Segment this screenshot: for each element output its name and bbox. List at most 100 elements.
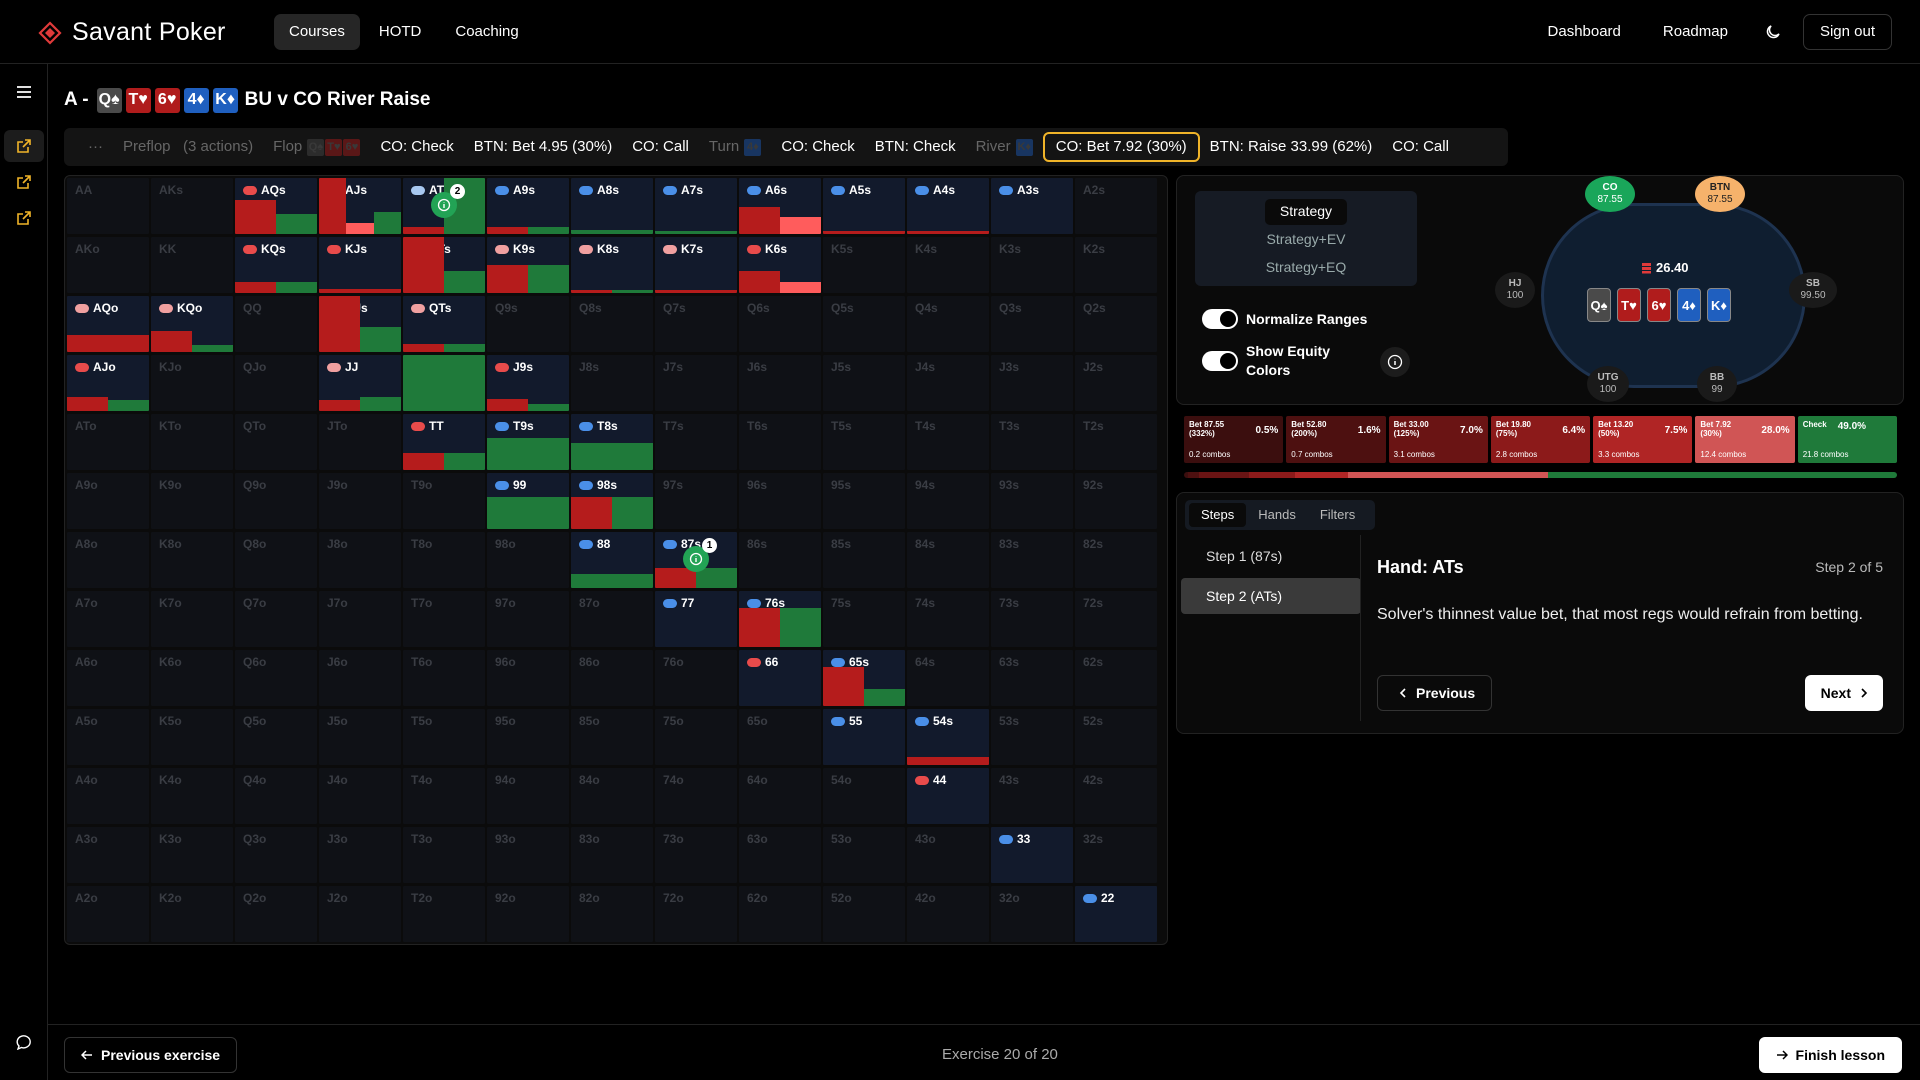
hand-cell-T3o[interactable]: T3o	[403, 827, 485, 883]
river-action-co-call[interactable]: CO: Call	[1392, 138, 1449, 155]
hand-cell-KK[interactable]: KK	[151, 237, 233, 293]
collapse-ellipsis[interactable]: ···	[88, 138, 103, 155]
flop-action-btn-bet[interactable]: BTN: Bet 4.95 (30%)	[473, 138, 613, 155]
hand-cell-A4s[interactable]: A4s	[907, 178, 989, 234]
hand-cell-84s[interactable]: 84s	[907, 532, 989, 588]
hand-cell-T7o[interactable]: T7o	[403, 591, 485, 647]
hand-cell-93s[interactable]: 93s	[991, 473, 1073, 529]
hand-cell-TT[interactable]: TT	[403, 414, 485, 470]
nav-coaching[interactable]: Coaching	[455, 23, 519, 40]
brand-logo[interactable]: Savant Poker	[38, 18, 226, 47]
hand-cell-Q5s[interactable]: Q5s	[823, 296, 905, 352]
hand-cell-A7s[interactable]: A7s	[655, 178, 737, 234]
hand-cell-T9s[interactable]: T9s	[487, 414, 569, 470]
hand-cell-K8o[interactable]: K8o	[151, 532, 233, 588]
hand-cell-J9o[interactable]: J9o	[319, 473, 401, 529]
hand-cell-Q4s[interactable]: Q4s	[907, 296, 989, 352]
step-marker-icon[interactable]: 2	[431, 184, 465, 218]
sidebar-lesson-link-icon[interactable]	[4, 130, 44, 162]
hand-cell-64s[interactable]: 64s	[907, 650, 989, 706]
hand-cell-K6o[interactable]: K6o	[151, 650, 233, 706]
hand-cell-87o[interactable]: 87o	[571, 591, 653, 647]
river-action-btn-raise[interactable]: BTN: Raise 33.99 (62%)	[1209, 138, 1373, 155]
hand-cell-AA[interactable]: AA	[67, 178, 149, 234]
hand-cell-66[interactable]: 66	[739, 650, 821, 706]
hand-cell-A3s[interactable]: A3s	[991, 178, 1073, 234]
hand-cell-K7o[interactable]: K7o	[151, 591, 233, 647]
hand-cell-83s[interactable]: 83s	[991, 532, 1073, 588]
hand-cell-A6o[interactable]: A6o	[67, 650, 149, 706]
hand-cell-53o[interactable]: 53o	[823, 827, 905, 883]
hand-cell-T8s[interactable]: T8s	[571, 414, 653, 470]
hand-cell-T3s[interactable]: T3s	[991, 414, 1073, 470]
hand-cell-T4s[interactable]: T4s	[907, 414, 989, 470]
hand-cell-95s[interactable]: 95s	[823, 473, 905, 529]
hand-cell-87s[interactable]: 87s 1	[655, 532, 737, 588]
hand-cell-99[interactable]: 99	[487, 473, 569, 529]
hand-cell-94s[interactable]: 94s	[907, 473, 989, 529]
seat-btn[interactable]: BTN 87.55	[1695, 176, 1745, 212]
hand-cell-Q8s[interactable]: Q8s	[571, 296, 653, 352]
hand-cell-K5s[interactable]: K5s	[823, 237, 905, 293]
hand-cell-92s[interactable]: 92s	[1075, 473, 1157, 529]
hand-cell-52s[interactable]: 52s	[1075, 709, 1157, 765]
view-mode-strategy[interactable]: Strategy	[1279, 203, 1333, 219]
menu-icon[interactable]	[4, 76, 44, 108]
seat-co[interactable]: CO 87.55	[1585, 176, 1635, 212]
hand-cell-K8s[interactable]: K8s	[571, 237, 653, 293]
hand-cell-76o[interactable]: 76o	[655, 650, 737, 706]
hand-cell-Q5o[interactable]: Q5o	[235, 709, 317, 765]
hand-cell-K3o[interactable]: K3o	[151, 827, 233, 883]
hand-cell-K5o[interactable]: K5o	[151, 709, 233, 765]
hand-cell-AQo[interactable]: AQo	[67, 296, 149, 352]
hand-cell-A5s[interactable]: A5s	[823, 178, 905, 234]
hand-cell-T7s[interactable]: T7s	[655, 414, 737, 470]
hand-cell-QJs[interactable]: QJs	[319, 296, 401, 352]
hand-cell-43o[interactable]: 43o	[907, 827, 989, 883]
hand-cell-72o[interactable]: 72o	[655, 886, 737, 942]
hand-cell-T4o[interactable]: T4o	[403, 768, 485, 824]
hand-cell-55[interactable]: 55	[823, 709, 905, 765]
hand-cell-72s[interactable]: 72s	[1075, 591, 1157, 647]
hand-cell-96o[interactable]: 96o	[487, 650, 569, 706]
strategy-box-6[interactable]: Check 49.0% 21.8 combos	[1797, 416, 1897, 463]
preflop-actions[interactable]: Preflop (3 actions)	[113, 132, 263, 162]
nav-courses[interactable]: Courses	[274, 14, 360, 50]
theme-toggle-moon-icon[interactable]	[1755, 14, 1791, 50]
hand-cell-82o[interactable]: 82o	[571, 886, 653, 942]
hand-cell-52o[interactable]: 52o	[823, 886, 905, 942]
hand-cell-KTs[interactable]: KTs	[403, 237, 485, 293]
hand-cell-74o[interactable]: 74o	[655, 768, 737, 824]
hand-cell-KJs[interactable]: KJs	[319, 237, 401, 293]
hand-cell-K2s[interactable]: K2s	[1075, 237, 1157, 293]
hand-cell-53s[interactable]: 53s	[991, 709, 1073, 765]
hand-cell-T8o[interactable]: T8o	[403, 532, 485, 588]
hand-cell-KQs[interactable]: KQs	[235, 237, 317, 293]
hand-cell-A2s[interactable]: A2s	[1075, 178, 1157, 234]
hand-cell-J2o[interactable]: J2o	[319, 886, 401, 942]
hand-cell-J3s[interactable]: J3s	[991, 355, 1073, 411]
hand-cell-83o[interactable]: 83o	[571, 827, 653, 883]
tab-steps[interactable]: Steps	[1189, 503, 1247, 527]
hand-cell-ATo[interactable]: ATo	[67, 414, 149, 470]
seat-utg[interactable]: UTG 100	[1587, 366, 1629, 402]
hand-cell-JTs[interactable]: JTs	[403, 355, 485, 411]
hand-cell-QJo[interactable]: QJo	[235, 355, 317, 411]
hand-cell-A2o[interactable]: A2o	[67, 886, 149, 942]
hand-cell-QTs[interactable]: QTs	[403, 296, 485, 352]
hand-cell-J6o[interactable]: J6o	[319, 650, 401, 706]
hand-cell-86o[interactable]: 86o	[571, 650, 653, 706]
hand-cell-32o[interactable]: 32o	[991, 886, 1073, 942]
sidebar-lesson-link-icon-2[interactable]	[4, 166, 44, 198]
hand-cell-T5s[interactable]: T5s	[823, 414, 905, 470]
hand-cell-75s[interactable]: 75s	[823, 591, 905, 647]
chat-bubble-icon[interactable]	[4, 1026, 44, 1058]
next-step-button[interactable]: Next	[1804, 675, 1883, 711]
hand-cell-J8o[interactable]: J8o	[319, 532, 401, 588]
hand-cell-97o[interactable]: 97o	[487, 591, 569, 647]
hand-cell-A9o[interactable]: A9o	[67, 473, 149, 529]
strategy-box-4[interactable]: Bet 13.20 (50%) 7.5% 3.3 combos	[1593, 416, 1693, 463]
info-icon[interactable]	[1380, 347, 1410, 377]
hand-cell-62o[interactable]: 62o	[739, 886, 821, 942]
hand-cell-42o[interactable]: 42o	[907, 886, 989, 942]
